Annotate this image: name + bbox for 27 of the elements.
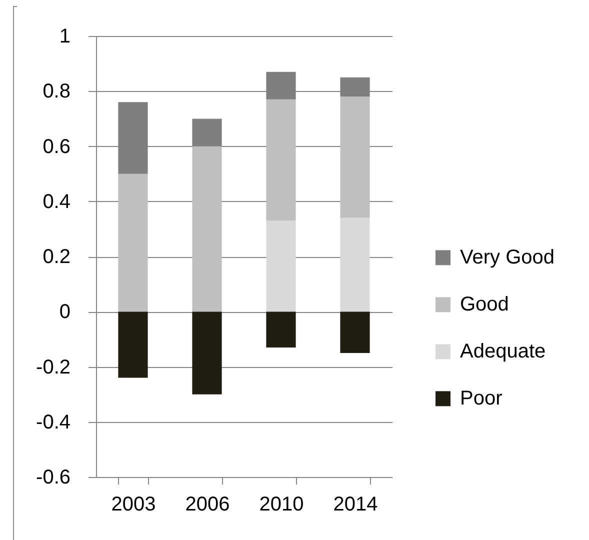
y-tick-label: 0.8 <box>42 80 70 103</box>
legend-label: Good <box>460 294 509 316</box>
legend-label: Poor <box>460 388 503 410</box>
x-tick-label: 2010 <box>259 494 304 516</box>
bar <box>266 99 296 221</box>
y-tick-label: 0.2 <box>42 246 70 268</box>
bar <box>340 312 370 353</box>
bar <box>118 312 148 378</box>
y-tick-label: 1 <box>59 26 70 48</box>
bar <box>340 218 370 312</box>
y-tick-label: 0 <box>59 301 70 324</box>
legend-label: Adequate <box>460 340 546 363</box>
y-tick-label: -0.4 <box>36 411 70 434</box>
y-tick-label: 0.4 <box>42 190 70 213</box>
y-tick-label: -0.2 <box>36 356 70 378</box>
bar <box>192 146 222 312</box>
y-tick-label: -0.6 <box>36 466 70 488</box>
x-tick-label: 2003 <box>111 494 156 516</box>
x-tick-label: 2006 <box>185 494 230 516</box>
bar <box>266 220 296 312</box>
bar <box>192 312 222 394</box>
bar <box>266 312 296 348</box>
legend-label: Very Good <box>460 246 555 269</box>
bar <box>340 96 370 218</box>
bar <box>118 174 148 312</box>
y-tick-label: 0.6 <box>42 136 70 158</box>
x-tick-label: 2014 <box>333 494 378 516</box>
